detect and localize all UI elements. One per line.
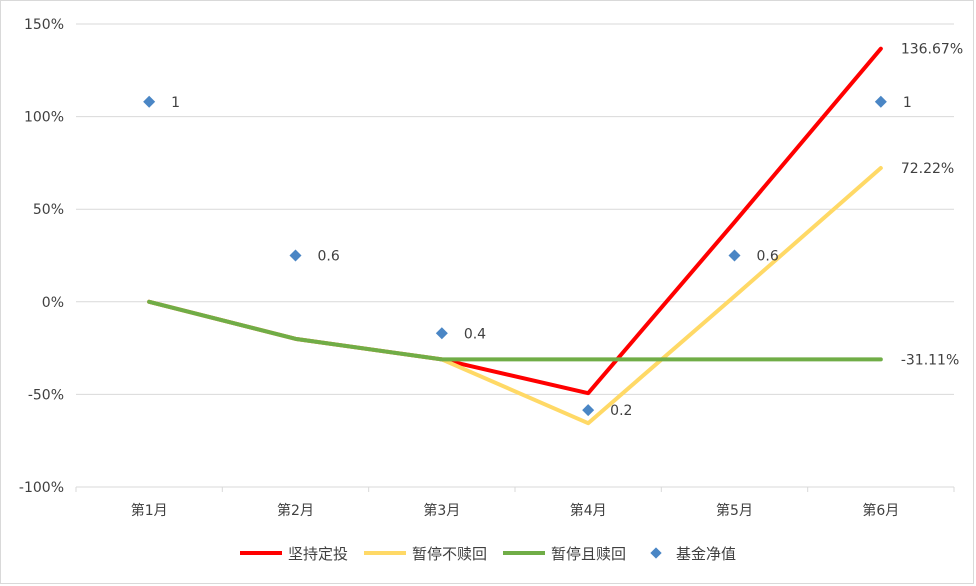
series-end-label: 136.67% — [901, 42, 963, 58]
series-end-label: -31.11% — [901, 352, 959, 368]
x-tick-label: 第3月 — [423, 502, 460, 519]
scatter-point — [728, 249, 741, 262]
y-tick-label: 150% — [24, 17, 64, 33]
series-line — [147, 46, 883, 396]
y-tick-label: -50% — [28, 387, 64, 403]
y-tick-label: 100% — [24, 110, 64, 126]
scatter-point — [143, 95, 156, 108]
legend-swatch — [239, 551, 282, 555]
legend-label: 暂停且赎回 — [551, 544, 627, 563]
legend-label: 基金净值 — [676, 544, 737, 563]
scatter-point — [582, 404, 595, 417]
legend-swatch — [503, 551, 545, 555]
scatter-point — [289, 249, 302, 262]
scatter-label: 1 — [903, 95, 912, 111]
x-tick-label: 第5月 — [716, 502, 753, 519]
legend-label: 坚持定投 — [287, 544, 348, 563]
series-line — [147, 166, 883, 426]
x-tick-label: 第1月 — [131, 502, 168, 519]
y-tick-label: -100% — [19, 480, 64, 496]
series-line — [147, 299, 883, 362]
legend-item: 暂停且赎回 — [503, 543, 626, 564]
scatter-point — [435, 327, 448, 340]
legend-item: 暂停不赎回 — [363, 543, 487, 564]
x-tick-label: 第4月 — [570, 502, 607, 519]
y-tick-label: 0% — [42, 295, 64, 311]
legend-label: 暂停不赎回 — [411, 544, 487, 563]
scatter-point — [874, 95, 887, 108]
legend-swatch — [650, 547, 662, 559]
series-end-label: 72.22% — [901, 161, 954, 177]
scatter-label: 0.2 — [610, 403, 632, 419]
scatter-label: 0.6 — [757, 249, 779, 265]
y-tick-label: 50% — [33, 202, 64, 218]
legend-item: 坚持定投 — [239, 543, 348, 564]
x-tick-label: 第6月 — [862, 502, 899, 519]
scatter-label: 0.4 — [464, 326, 486, 342]
legend-item: 基金净值 — [642, 543, 736, 564]
scatter-label: 0.6 — [318, 249, 340, 265]
chart-legend: 坚持定投 暂停不赎回 暂停且赎回 基金净值 — [0, 540, 976, 566]
legend-swatch — [363, 551, 406, 555]
scatter-label: 1 — [171, 95, 180, 111]
x-tick-label: 第2月 — [277, 502, 314, 519]
